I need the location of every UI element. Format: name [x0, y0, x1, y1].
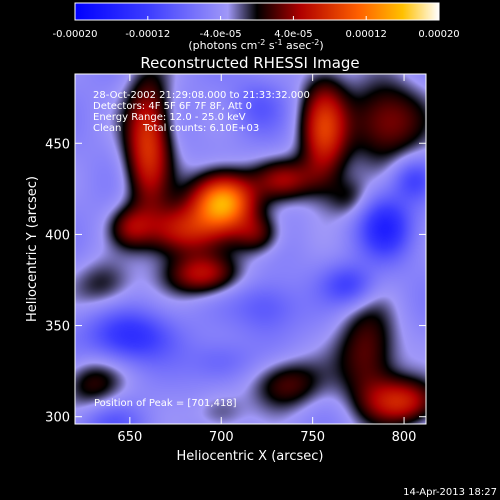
annotation-time-range: 28-Oct-2002 21:29:08.000 to 21:33:32.000 — [93, 90, 310, 101]
x-tick-label: 650 — [117, 430, 142, 445]
annotation-peak-position: Position of Peak = [701,418] — [94, 398, 237, 409]
heatmap-image — [75, 74, 426, 424]
annotation-total-counts: Total counts: 6.10E+03 — [142, 123, 259, 134]
y-axis-ticks: 300 350 400 450 — [45, 137, 426, 426]
colorbar-tick-label: 0.00020 — [418, 29, 459, 40]
y-tick-label: 300 — [45, 411, 70, 426]
y-tick-label: 400 — [45, 228, 70, 243]
x-tick-label: 800 — [392, 430, 417, 445]
colorbar-ticks: -0.00020 -0.00012 -4.0e-05 4.0e-05 0.00012 0.… — [53, 16, 460, 40]
annotation-energy-range: Energy Range: 12.0 - 25.0 keV — [93, 112, 246, 123]
colorbar-tick-label: -4.0e-05 — [200, 29, 242, 40]
x-axis-ticks: 650 700 750 800 — [117, 74, 416, 445]
chart-title: Reconstructed RHESSI Image — [140, 54, 359, 72]
colorbar-tick-label: -0.00012 — [125, 29, 170, 40]
colorbar-tick-label: 4.0e-05 — [274, 29, 312, 40]
annotation-method: Clean — [93, 123, 121, 134]
colorbar: -0.00020 -0.00012 -4.0e-05 4.0e-05 0.00012 0.… — [53, 2, 460, 52]
y-tick-label: 350 — [45, 320, 70, 335]
colorbar-tick-label: -0.00020 — [53, 29, 98, 40]
x-tick-label: 700 — [209, 430, 234, 445]
colorbar-unit-label: (photons cm-2 s-1 asec-2) — [188, 38, 323, 52]
plot-frame — [74, 73, 427, 425]
annotation-detectors: Detectors: 4F 5F 6F 7F 8F, Att 0 — [93, 101, 252, 112]
colorbar-gradient — [74, 2, 440, 21]
y-axis-label: Heliocentric Y (arcsec) — [25, 176, 40, 322]
x-tick-label: 750 — [300, 430, 325, 445]
footer-timestamp: 14-Apr-2013 18:27 — [403, 487, 497, 498]
x-axis-label: Heliocentric X (arcsec) — [177, 449, 324, 464]
colorbar-tick-label: 0.00012 — [346, 29, 387, 40]
y-tick-label: 450 — [45, 137, 70, 152]
